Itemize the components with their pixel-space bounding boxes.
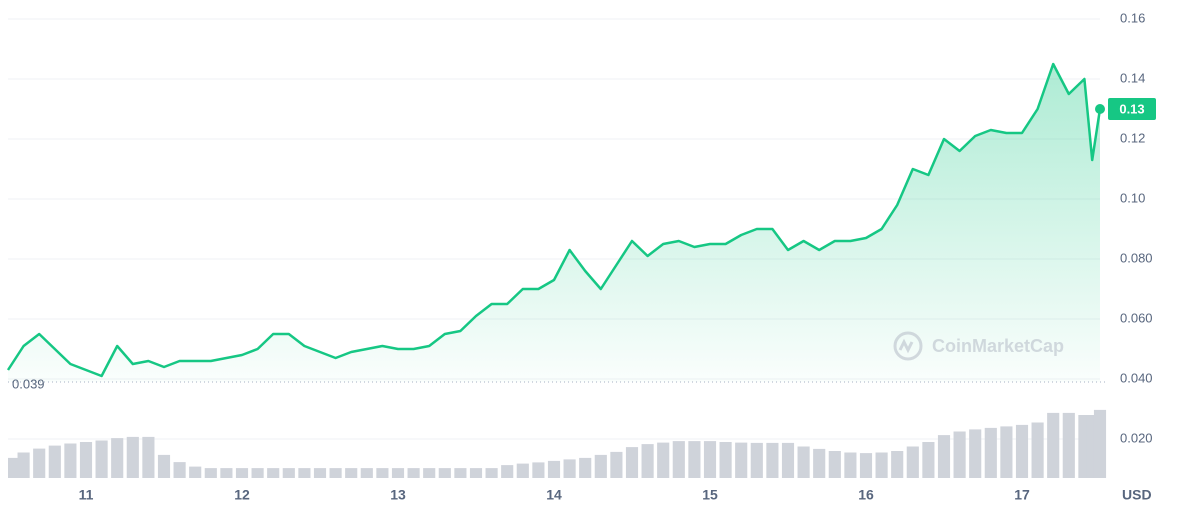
volume-bar: [33, 448, 46, 478]
volume-bar: [189, 466, 202, 478]
volume-bar: [641, 444, 654, 478]
volume-bar: [423, 468, 436, 478]
volume-bar: [1047, 412, 1060, 478]
volume-bar: [906, 446, 919, 478]
volume-bar: [891, 451, 904, 478]
price-badge-label: 0.13: [1119, 101, 1144, 116]
volume-bar: [922, 442, 935, 478]
volume-bar: [844, 452, 857, 478]
volume-bar: [750, 442, 763, 478]
volume-bar: [8, 457, 21, 478]
volume-bar: [532, 462, 545, 478]
volume-bar: [813, 448, 826, 478]
volume-bar: [313, 468, 327, 478]
volume-bar: [376, 468, 389, 478]
volume-bar: [516, 463, 529, 478]
watermark-text: CoinMarketCap: [932, 336, 1064, 356]
volume-bar: [547, 460, 561, 478]
volume-bar: [1000, 426, 1013, 478]
axis-unit: USD: [1122, 487, 1152, 503]
baseline-label: 0.039: [12, 376, 45, 391]
volume-bar: [360, 468, 373, 478]
volume-bar: [235, 468, 249, 478]
x-tick-label: 17: [1014, 487, 1030, 503]
volume-bar: [329, 468, 342, 478]
volume-bar: [984, 427, 997, 478]
volume-bar: [407, 468, 420, 478]
volume-bar: [766, 442, 779, 478]
volume-bar: [688, 441, 701, 478]
volume-bar: [1062, 412, 1075, 478]
x-tick-label: 11: [79, 487, 94, 503]
volume-bar: [969, 429, 982, 478]
volume-bar: [454, 468, 467, 478]
watermark: CoinMarketCap: [893, 331, 1064, 361]
last-point: [1095, 104, 1105, 114]
volume-bar: [204, 468, 217, 478]
volume-bar: [781, 442, 795, 478]
volume-bar: [953, 431, 966, 478]
volume-bar: [875, 452, 888, 478]
volume-bar: [64, 443, 77, 478]
price-line: [6, 62, 1102, 378]
volume-bar: [797, 446, 810, 478]
volume-bar: [469, 468, 483, 478]
volume-bar: [563, 459, 576, 478]
y-tick-label: 0.14: [1120, 70, 1145, 85]
volume-bar: [610, 451, 623, 478]
volume-bar: [937, 435, 951, 478]
volume-bar: [1093, 409, 1107, 478]
x-tick-label: 13: [390, 487, 406, 503]
x-tick-label: 15: [702, 487, 718, 503]
y-tick-label: 0.020: [1120, 430, 1153, 445]
volume-bar: [17, 452, 30, 478]
price-badge: [1108, 98, 1156, 120]
volume-bar: [126, 436, 139, 478]
volume-bar: [485, 468, 498, 478]
y-tick-label: 0.080: [1120, 250, 1153, 265]
volume-bar: [859, 453, 873, 478]
volume-bar: [111, 438, 124, 478]
x-tick-label: 14: [546, 487, 562, 503]
y-tick-label: 0.040: [1120, 370, 1153, 385]
volume-bar: [173, 462, 186, 478]
volume-bar: [579, 457, 592, 478]
volume-bar: [251, 468, 264, 478]
volume-bar: [625, 447, 639, 478]
y-tick-label: 0.10: [1120, 190, 1145, 205]
volume-bar: [719, 442, 732, 478]
volume-bar: [501, 465, 514, 478]
volume-bar: [438, 468, 451, 478]
volume-bar: [345, 468, 358, 478]
volume-bar: [735, 442, 748, 478]
volume-bar: [657, 442, 670, 478]
volume-bar: [95, 440, 108, 478]
volume-bar: [703, 441, 717, 478]
volume-bar: [1015, 424, 1029, 478]
price-area: [8, 64, 1100, 382]
y-tick-label: 0.060: [1120, 310, 1153, 325]
volume-bar: [142, 436, 155, 478]
y-tick-label: 0.12: [1120, 130, 1145, 145]
volume-bar: [828, 451, 841, 478]
volume-bar: [391, 468, 405, 478]
volume-bar: [48, 445, 61, 478]
x-tick-label: 16: [858, 487, 874, 503]
volume-bar: [157, 454, 171, 478]
volume-bar: [267, 468, 280, 478]
volume-bar: [1031, 422, 1044, 478]
x-tick-label: 12: [234, 487, 250, 503]
y-tick-label: 0.16: [1120, 10, 1145, 25]
volume-bar: [79, 442, 93, 478]
volume-bar: [220, 468, 233, 478]
volume-bar: [298, 468, 311, 478]
volume-bar: [282, 468, 295, 478]
volume-bar: [672, 441, 685, 478]
volume-bar: [594, 454, 607, 478]
